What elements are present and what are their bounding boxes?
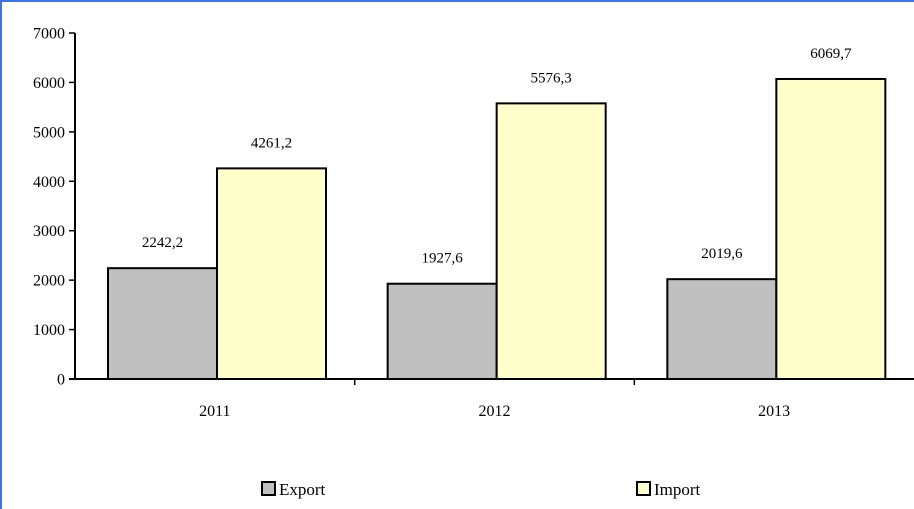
data-labels: 2242,2 1927,6 2019,6 4261,2 5576,3 6069,7: [142, 46, 852, 267]
y-tick-label: 5000: [33, 124, 65, 141]
y-tick-label: 3000: [33, 223, 65, 240]
y-tick-label: 6000: [33, 75, 65, 92]
bar-export-2011: [107, 267, 218, 381]
bar-import-2013: [775, 77, 887, 380]
data-label: 1927,6: [422, 251, 464, 267]
bar-import-2011: [216, 167, 327, 380]
legend-label-import: Import: [654, 480, 701, 499]
y-tick-label: 0: [57, 372, 65, 389]
y-tick-label: 4000: [33, 174, 65, 191]
legend-swatch-import: [636, 481, 651, 496]
data-label: 5576,3: [531, 70, 572, 86]
y-tick-label: 7000: [33, 26, 65, 43]
bar-export-2012: [386, 282, 498, 381]
x-tick-label: 2012: [479, 403, 511, 420]
bar-import-2012: [495, 102, 607, 380]
x-tick-label: 2013: [758, 403, 790, 420]
bars: [107, 77, 887, 381]
legend-swatch-export: [261, 481, 276, 496]
y-tick-label: 1000: [33, 322, 65, 339]
x-tick-label: 2011: [199, 403, 230, 420]
data-label: 2242,2: [142, 235, 183, 251]
legend: Export Import: [261, 480, 701, 499]
bar-export-2013: [666, 278, 778, 381]
legend-label-export: Export: [279, 480, 326, 499]
data-label: 6069,7: [810, 46, 852, 62]
data-label: 4261,2: [251, 135, 292, 151]
y-tick-label: 2000: [33, 273, 65, 290]
data-label: 2019,6: [701, 246, 743, 262]
